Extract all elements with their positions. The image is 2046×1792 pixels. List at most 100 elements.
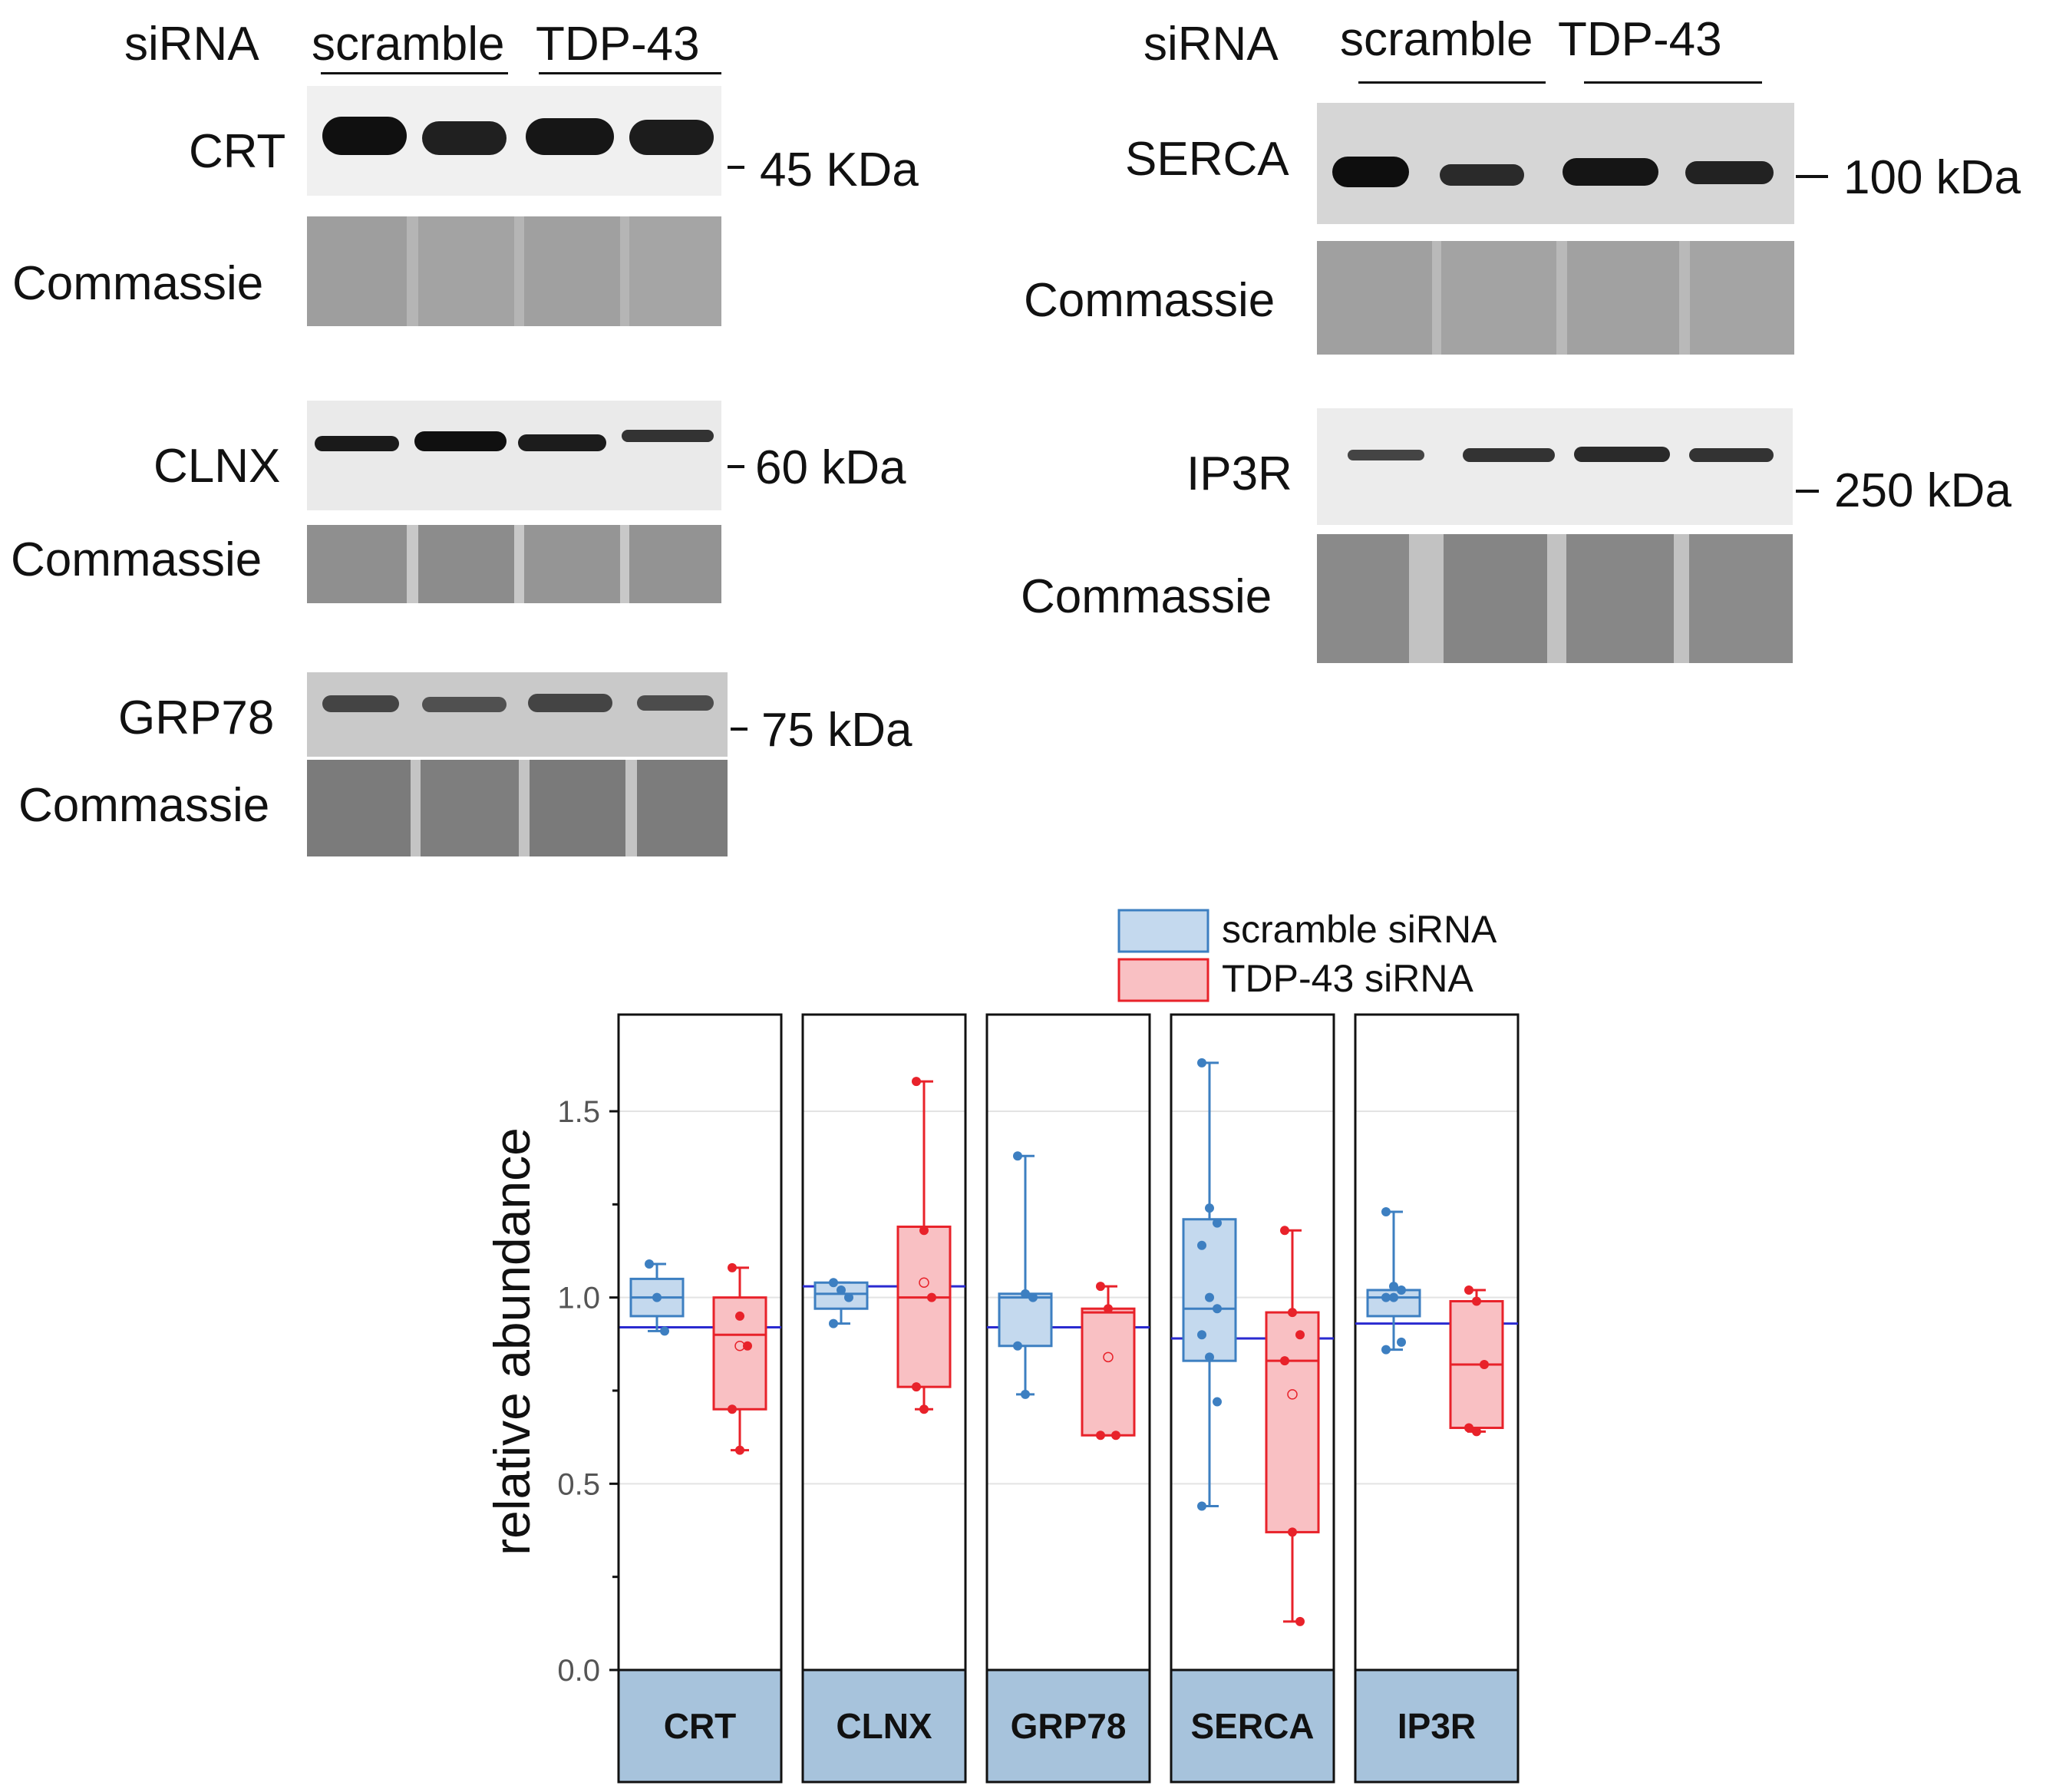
data-point	[1197, 1330, 1206, 1340]
mean-marker	[1103, 1351, 1114, 1363]
serca-blot	[1317, 103, 1794, 224]
data-point	[829, 1318, 838, 1328]
data-point	[1480, 1360, 1489, 1370]
box-scramble	[998, 1292, 1053, 1348]
y-axis-label: relative abundance	[483, 1127, 540, 1556]
grp78-marker: 75 kDa	[761, 704, 912, 757]
box-tdp43	[896, 1225, 952, 1388]
clnx-commassie-blot	[307, 525, 721, 603]
data-point	[844, 1292, 853, 1302]
left-tdp43-underline	[539, 72, 721, 74]
legend-swatch-scramble	[1117, 909, 1209, 953]
left-tdp43-label: TDP-43	[536, 18, 700, 71]
y-tick-label: 0.5	[557, 1467, 600, 1501]
right-tdp43-label: TDP-43	[1558, 13, 1722, 66]
serca-marker-tick	[1796, 175, 1828, 178]
y-tick-label: 0.0	[557, 1654, 600, 1688]
data-point	[1205, 1203, 1214, 1213]
data-point	[1464, 1285, 1473, 1295]
data-point	[1197, 1058, 1206, 1068]
data-point	[735, 1311, 744, 1321]
data-point	[1397, 1337, 1406, 1347]
crt-label: CRT	[189, 125, 286, 178]
left-scramble-label: scramble	[312, 18, 505, 71]
facet-strip-label: CRT	[664, 1706, 737, 1746]
data-point	[1028, 1292, 1038, 1302]
facet-strip-ip3r	[1354, 1668, 1520, 1784]
data-point	[1013, 1151, 1022, 1161]
data-point	[1021, 1289, 1030, 1299]
data-point	[735, 1445, 744, 1455]
data-point	[919, 1226, 929, 1236]
grp78-commassie-label: Commassie	[18, 779, 270, 832]
data-point	[1096, 1431, 1105, 1441]
facet-strip-label: IP3R	[1398, 1706, 1476, 1746]
facet-strip-label: SERCA	[1190, 1706, 1314, 1746]
left-scramble-underline	[321, 72, 508, 74]
data-point	[1472, 1427, 1481, 1437]
y-tick-label: 1.0	[557, 1282, 600, 1315]
data-point	[728, 1262, 737, 1272]
data-point	[912, 1077, 921, 1087]
right-tdp43-underline	[1584, 81, 1762, 84]
crt-blot	[307, 86, 721, 196]
facet-strip-grp78	[985, 1668, 1151, 1784]
data-point	[1464, 1423, 1473, 1433]
crt-marker: 45 KDa	[760, 144, 919, 196]
box-tdp43	[1081, 1307, 1136, 1437]
data-point	[743, 1341, 752, 1351]
crt-commassie-label: Commassie	[12, 257, 264, 310]
clnx-marker-tick	[728, 465, 744, 468]
data-point	[1096, 1282, 1105, 1292]
data-point	[728, 1404, 737, 1414]
mean-marker	[919, 1277, 929, 1289]
serca-label: SERCA	[1125, 133, 1289, 186]
data-point	[1295, 1616, 1305, 1626]
data-point	[1205, 1292, 1214, 1302]
data-point	[1381, 1345, 1391, 1355]
box-scramble	[1182, 1218, 1237, 1362]
data-point	[1280, 1356, 1289, 1366]
data-point	[1213, 1397, 1222, 1407]
data-point	[837, 1285, 846, 1295]
data-point	[1472, 1296, 1481, 1306]
right-scramble-underline	[1358, 81, 1546, 84]
facet-strip-serca	[1170, 1668, 1335, 1784]
crt-marker-tick	[728, 166, 744, 169]
clnx-commassie-label: Commassie	[11, 533, 262, 586]
data-point	[1197, 1240, 1206, 1250]
ip3r-commassie-label: Commassie	[1021, 570, 1272, 623]
left-sirna-label: siRNA	[124, 18, 259, 71]
legend-label-tdp43: TDP-43 siRNA	[1222, 957, 1473, 1000]
facet-strip-label: CLNX	[836, 1706, 932, 1746]
data-point	[1013, 1341, 1022, 1351]
mean-marker	[734, 1341, 745, 1351]
clnx-label: CLNX	[153, 440, 281, 493]
facet-strip-label: GRP78	[1011, 1706, 1127, 1746]
data-point	[1288, 1308, 1297, 1318]
data-point	[1280, 1226, 1289, 1236]
data-point	[652, 1292, 662, 1302]
data-point	[1381, 1207, 1391, 1217]
data-point	[1213, 1304, 1222, 1314]
box-tdp43	[1265, 1311, 1320, 1533]
clnx-blot	[307, 401, 721, 510]
data-point	[645, 1259, 654, 1269]
data-point	[1104, 1304, 1113, 1314]
right-scramble-label: scramble	[1340, 13, 1533, 66]
grp78-commassie-blot	[307, 760, 728, 856]
facet-strip-clnx	[801, 1668, 967, 1784]
data-point	[1288, 1527, 1297, 1537]
data-point	[1381, 1292, 1391, 1302]
data-point	[1021, 1389, 1030, 1399]
data-point	[1397, 1285, 1406, 1295]
data-point	[1295, 1330, 1305, 1340]
facet-strip-crt	[617, 1668, 783, 1784]
legend-swatch-tdp43	[1117, 958, 1209, 1002]
legend-label-scramble: scramble siRNA	[1222, 908, 1497, 951]
serca-commassie-label: Commassie	[1024, 274, 1275, 327]
ip3r-commassie-blot	[1317, 534, 1793, 663]
data-point	[1389, 1282, 1398, 1292]
grp78-marker-tick	[731, 728, 747, 731]
